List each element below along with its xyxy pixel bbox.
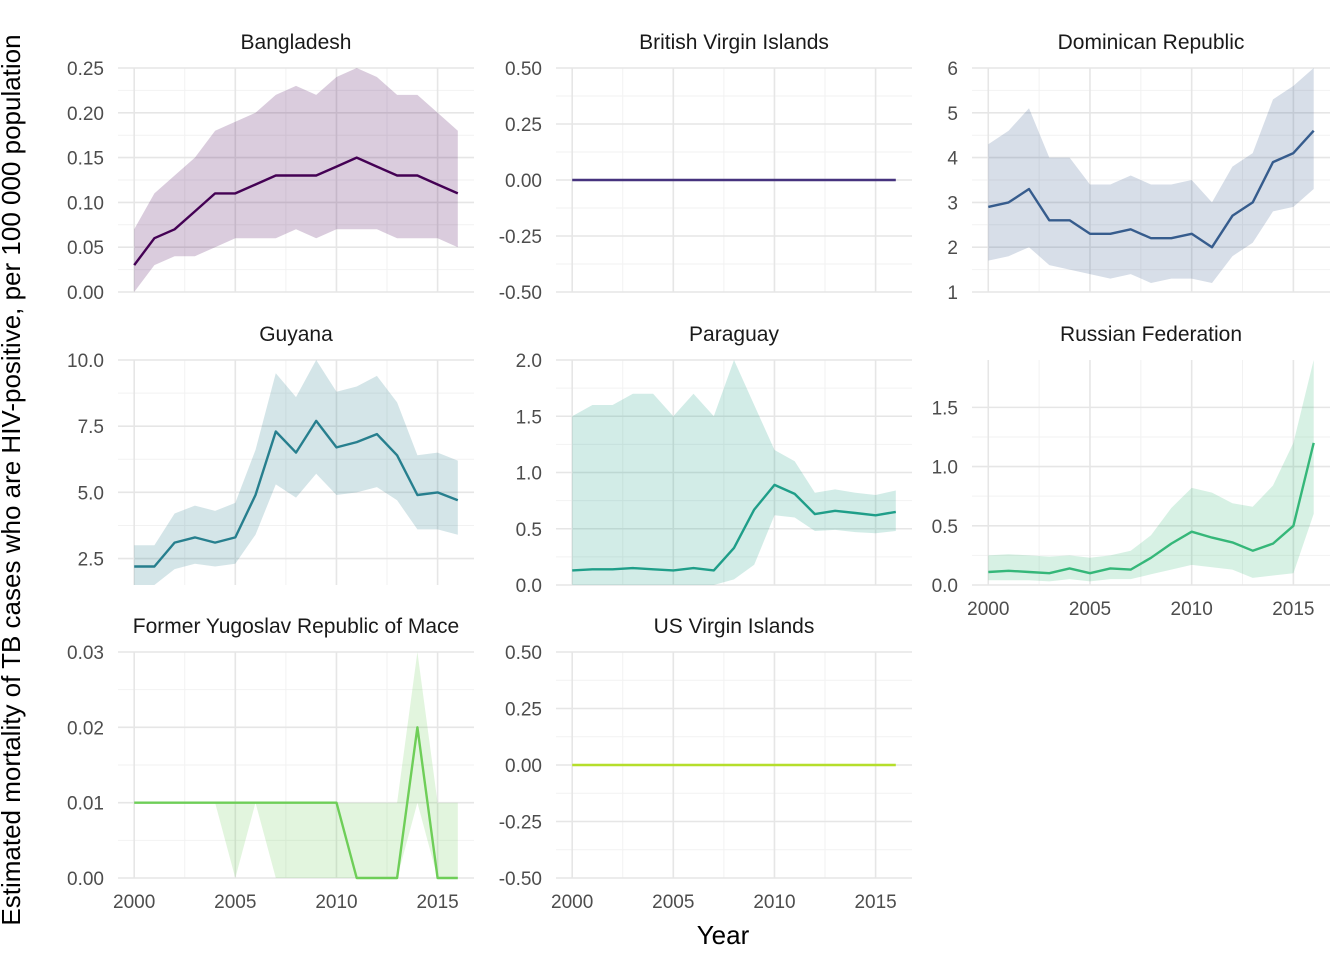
uncertainty-ribbon xyxy=(988,68,1314,283)
panel-2: -0.50 -0.25 0.00 0.25 0.50 British Virgin Isl… xyxy=(499,31,912,304)
panel-title: Paraguay xyxy=(689,323,779,346)
y-tick-label: 10.0 xyxy=(67,351,104,372)
chart-panels: 0.000.050.100.150.200.25Bangladesh-0.50-… xyxy=(67,31,1330,913)
y-tick-label: 0.5 xyxy=(516,520,542,541)
panel-8: -0.50 -0.25 0.00 0.25 0.50 2000 2005 2010 2015 US… xyxy=(499,615,912,913)
y-tick-label: 6 xyxy=(947,59,958,80)
y-tick-label: 0.25 xyxy=(505,115,542,136)
y-tick-label: 3 xyxy=(947,193,958,214)
y-tick-label: 5 xyxy=(947,104,958,125)
y-tick-label: 1.5 xyxy=(932,398,958,419)
y-tick-label: 0.00 xyxy=(505,756,542,777)
y-tick-label: 0.00 xyxy=(67,283,104,304)
y-tick-label: 5.0 xyxy=(78,483,104,504)
panel-title: US Virgin Islands xyxy=(654,615,815,638)
y-tick-label: 1.0 xyxy=(932,458,958,479)
x-tick-label: 2015 xyxy=(1272,599,1314,620)
uncertainty-ribbon xyxy=(134,68,458,292)
x-tick-label: 2015 xyxy=(854,892,896,913)
y-tick-label: 2.5 xyxy=(78,550,104,571)
uncertainty-ribbon xyxy=(988,360,1314,582)
y-axis-title: Estimated mortality of TB cases who are … xyxy=(0,34,26,925)
series-line xyxy=(134,419,459,568)
y-tick-label: 0.20 xyxy=(67,104,104,125)
x-tick-label: 2010 xyxy=(753,892,795,913)
y-tick-label: 2 xyxy=(947,238,958,259)
panel-6: 0.0 0.5 1.0 1.5 2000 2005 2010 2015 Russian Fede… xyxy=(932,323,1330,620)
x-tick-label: 2000 xyxy=(113,892,155,913)
x-tick-label: 2005 xyxy=(1069,599,1111,620)
x-tick-label: 2010 xyxy=(315,892,357,913)
series-line xyxy=(133,156,459,266)
panel-title: Guyana xyxy=(259,323,333,346)
series-line xyxy=(572,483,896,572)
panel-3: 1 2 3 4 5 6 Dominican Republic xyxy=(947,31,1330,304)
y-tick-label: 4 xyxy=(947,149,958,170)
y-tick-label: 0.10 xyxy=(67,193,104,214)
y-tick-label: 0.25 xyxy=(505,700,542,721)
panel-title: Russian Federation xyxy=(1060,323,1242,346)
y-tick-label: -0.50 xyxy=(499,283,542,304)
y-tick-label: 0.0 xyxy=(932,576,958,597)
panel-title: Former Yugoslav Republic of Mace xyxy=(133,615,459,638)
y-tick-label: 0.05 xyxy=(67,238,104,259)
y-tick-label: 0.15 xyxy=(67,149,104,170)
uncertainty-ribbon xyxy=(572,360,896,585)
y-tick-label: -0.25 xyxy=(499,227,542,248)
x-tick-label: 2000 xyxy=(967,599,1009,620)
panel-7: 0.00 0.01 0.02 0.03 2000 2005 2010 2015 Former Y… xyxy=(67,615,474,913)
panel-title: Dominican Republic xyxy=(1058,31,1245,54)
series-line xyxy=(134,726,458,880)
y-tick-label: 0.0 xyxy=(516,576,542,597)
x-tick-label: 2015 xyxy=(416,892,458,913)
y-tick-label: 0.03 xyxy=(67,643,104,664)
y-tick-label: 0.01 xyxy=(67,794,104,815)
uncertainty-ribbon xyxy=(134,360,458,585)
x-tick-label: 2005 xyxy=(214,892,256,913)
y-tick-label: 0.00 xyxy=(505,171,542,192)
panel-title: British Virgin Islands xyxy=(639,31,829,54)
x-tick-label: 2000 xyxy=(551,892,593,913)
panel-5: 0.0 0.5 1.0 1.5 2.0 Paraguay xyxy=(516,323,912,597)
y-tick-label: 1.0 xyxy=(516,464,542,485)
y-tick-label: 1.5 xyxy=(516,407,542,428)
y-tick-label: 1 xyxy=(947,283,958,304)
panel-1: 0.00 0.05 0.10 0.15 0.20 0.25 Bangladesh xyxy=(67,31,474,304)
y-tick-label: 0.50 xyxy=(505,59,542,80)
x-tick-label: 2005 xyxy=(652,892,694,913)
y-tick-label: 0.50 xyxy=(505,643,542,664)
y-tick-label: -0.50 xyxy=(499,869,542,890)
uncertainty-ribbon xyxy=(134,652,458,878)
series-line xyxy=(988,129,1315,249)
y-tick-label: 0.25 xyxy=(67,59,104,80)
y-tick-label: 0.00 xyxy=(67,869,104,890)
panel-title: Bangladesh xyxy=(241,31,352,54)
series-line xyxy=(988,442,1315,575)
panel-4: 2.5 5.0 7.5 10.0 Guyana xyxy=(67,323,474,585)
x-tick-label: 2010 xyxy=(1171,599,1213,620)
x-axis-title: Year xyxy=(697,920,750,950)
y-tick-label: 2.0 xyxy=(516,351,542,372)
y-tick-label: 0.5 xyxy=(932,517,958,538)
y-tick-label: 7.5 xyxy=(78,417,104,438)
y-tick-label: 0.02 xyxy=(67,718,104,739)
y-tick-label: -0.25 xyxy=(499,813,542,834)
